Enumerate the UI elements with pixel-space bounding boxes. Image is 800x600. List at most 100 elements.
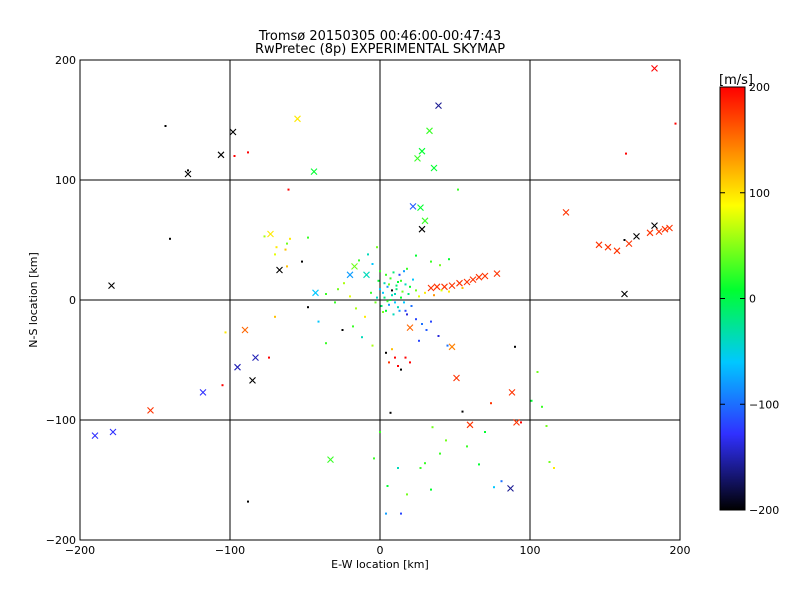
- scatter-point-x: [351, 263, 358, 270]
- scatter-point-dot: [385, 351, 387, 354]
- scatter-point-dot: [415, 318, 417, 321]
- colorbar-label: [m/s]: [719, 73, 753, 88]
- scatter-point-dot: [391, 348, 393, 351]
- scatter-point-dot: [490, 402, 492, 405]
- scatter-point-x: [463, 278, 471, 286]
- scatter-point-dot: [325, 342, 327, 345]
- scatter-point-x: [633, 233, 640, 240]
- scatter-point-dot: [352, 325, 354, 328]
- scatter-point-x: [217, 151, 225, 159]
- scatter-point-dot: [301, 260, 303, 263]
- scatter-point-x: [418, 225, 426, 233]
- scatter-point-dot: [395, 288, 398, 291]
- scatter-point-dot: [394, 293, 396, 295]
- scatter-point-dot: [391, 294, 393, 297]
- scatter-point-x: [91, 432, 99, 439]
- scatter-point-dot: [500, 480, 503, 483]
- scatter-point-x: [595, 241, 603, 249]
- scatter-point-dot: [385, 309, 387, 312]
- scatter-point-dot: [376, 246, 378, 249]
- scatter-point-dot: [461, 410, 464, 413]
- scatter-point-x: [109, 428, 117, 436]
- x-tick-label: −100: [215, 544, 245, 557]
- scatter-point-dot: [388, 303, 390, 306]
- scatter-point-dot: [371, 263, 374, 265]
- y-tick-label: −100: [46, 414, 76, 427]
- y-tick-label: −200: [46, 534, 76, 547]
- scatter-point-dot: [424, 291, 426, 294]
- colorbar-ticks: 200 100 0 −100 −200: [720, 81, 779, 517]
- scatter-point-dot: [394, 356, 396, 359]
- scatter-point-dot: [409, 285, 411, 288]
- scatter-point-dot: [377, 279, 380, 282]
- scatter-point-dot: [386, 300, 389, 303]
- scatter-point-x: [621, 290, 628, 298]
- scatter-point-dot: [439, 264, 441, 267]
- scatter-point-dot: [415, 289, 417, 292]
- scatter-point-dot: [383, 282, 386, 285]
- scatter-point-x: [651, 222, 658, 229]
- scatter-point-dot: [415, 254, 417, 257]
- scatter-point-x: [184, 170, 192, 178]
- scatter-point-dot: [388, 283, 390, 286]
- scatter-point-dot: [404, 309, 407, 312]
- scatter-point-dot: [484, 431, 486, 433]
- scatter-point-dot: [400, 296, 402, 299]
- data-points: [91, 65, 677, 515]
- scatter-point-dot: [545, 425, 548, 427]
- scatter-point-dot: [397, 306, 399, 309]
- scatter-point-dot: [349, 295, 351, 298]
- scatter-point-dot: [431, 426, 434, 429]
- scatter-point-dot: [247, 151, 249, 154]
- scatter-point-dot: [307, 236, 309, 239]
- scatter-point-dot: [421, 323, 423, 325]
- scatter-point-x: [646, 229, 654, 237]
- scatter-point-dot: [392, 271, 395, 274]
- scatter-point-dot: [404, 356, 407, 359]
- scatter-point-dot: [398, 309, 401, 312]
- scatter-point-dot: [286, 242, 288, 245]
- scatter-point-x: [199, 389, 207, 396]
- scatter-point-dot: [361, 336, 363, 339]
- scatter-point-dot: [388, 361, 390, 364]
- scatter-point-dot: [430, 320, 432, 323]
- scatter-point-x: [481, 272, 489, 280]
- scatter-point-dot: [406, 493, 408, 496]
- scatter-point-dot: [439, 452, 441, 455]
- scatter-point-dot: [466, 445, 468, 448]
- scatter-point-dot: [385, 273, 387, 276]
- scatter-point-x: [267, 230, 274, 238]
- scatter-point-dot: [380, 305, 383, 307]
- scatter-point-x: [508, 389, 516, 396]
- scatter-point-dot: [397, 281, 399, 283]
- scatter-point-dot: [284, 248, 287, 251]
- scatter-point-x: [625, 240, 633, 247]
- scatter-point-dot: [385, 512, 387, 515]
- scatter-point-dot: [406, 267, 408, 270]
- scatter-point-dot: [406, 313, 408, 316]
- scatter-point-x: [249, 377, 256, 384]
- scatter-point-x: [433, 283, 441, 291]
- scatter-point-x: [513, 419, 520, 426]
- y-axis-label: N-S location [km]: [27, 252, 40, 348]
- scatter-point-dot: [404, 283, 407, 286]
- colorbar-tick-label: −100: [749, 398, 779, 411]
- scatter-point-x: [312, 289, 319, 297]
- scatter-point-x: [651, 65, 658, 72]
- scatter-point-dot: [373, 457, 375, 460]
- scatter-point-x: [666, 224, 673, 232]
- scatter-point-x: [655, 228, 663, 235]
- y-tick-label: 100: [55, 174, 76, 187]
- scatter-point-x: [448, 343, 456, 351]
- x-axis-label: E-W location [km]: [331, 558, 429, 571]
- scatter-point-dot: [625, 152, 627, 155]
- scatter-point-dot: [409, 361, 411, 364]
- scatter-point-x: [469, 276, 477, 283]
- x-tick-label: −200: [65, 544, 95, 557]
- scatter-point-dot: [394, 301, 396, 304]
- scatter-point-dot: [337, 288, 339, 291]
- x-tick-label: 100: [520, 544, 541, 557]
- scatter-point-dot: [370, 291, 372, 294]
- colorbar-tick-label: 0: [749, 293, 756, 306]
